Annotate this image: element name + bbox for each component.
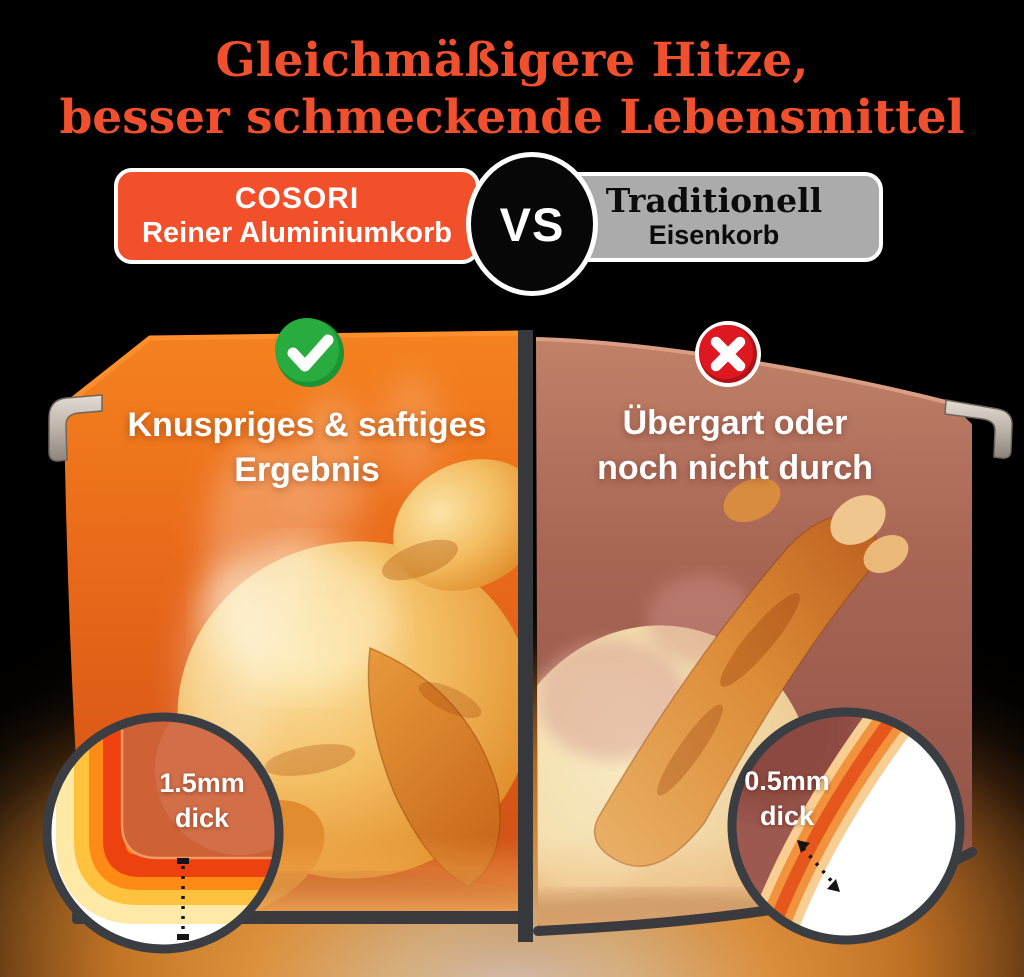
left-basket-rim: [48, 394, 103, 462]
steam: [180, 372, 442, 804]
right-caption-line2: noch nicht durch: [597, 449, 873, 488]
cosori-brand: COSORI: [234, 182, 360, 216]
right-thickness-label: 0.5mm dick: [717, 764, 857, 834]
thickness-measure-line: [797, 840, 840, 892]
cross-icon: [695, 321, 761, 387]
left-panel-caption: Knuspriges & saftiges Ergebnis: [92, 403, 522, 493]
right-basket-rim: [944, 399, 1013, 459]
right-thickness-unit: dick: [759, 801, 815, 832]
vs-badge: VS: [466, 152, 598, 296]
left-caption-line2: Ergebnis: [234, 451, 380, 490]
headline-line1: Gleichmäßigere Hitze,: [215, 33, 809, 89]
left-thickness-value: 1.5mm: [159, 768, 245, 798]
headline: Gleichmäßigere Hitze, besser schmeckende…: [0, 33, 1024, 146]
vs-label: VS: [499, 197, 565, 251]
thickness-measure-line: [177, 858, 189, 940]
left-thickness-unit: dick: [174, 803, 230, 834]
cosori-subtitle: Reiner Aluminiumkorb: [142, 216, 452, 249]
check-icon: [275, 318, 344, 387]
left-caption-line1: Knuspriges & saftiges: [127, 406, 487, 444]
headline-line2: besser schmeckende Lebensmittel: [59, 89, 965, 145]
traditional-subtitle: Eisenkorb: [648, 219, 780, 250]
right-thickness-magnifier: [727, 707, 965, 945]
right-caption-line1: Übergart oder: [622, 404, 848, 442]
traditional-brand: Traditionell: [605, 180, 823, 220]
left-thickness-label: 1.5mm dick: [132, 766, 272, 836]
panel-divider: [518, 330, 533, 942]
right-thickness-value: 0.5mm: [744, 766, 830, 796]
right-panel-caption: Übergart oder noch nicht durch: [535, 401, 935, 491]
cosori-pill: COSORI Reiner Aluminiumkorb: [114, 168, 480, 264]
traditional-pill: Traditionell Eisenkorb: [545, 172, 883, 262]
comparison-badge: COSORI Reiner Aluminiumkorb Traditionell…: [0, 0, 1024, 300]
